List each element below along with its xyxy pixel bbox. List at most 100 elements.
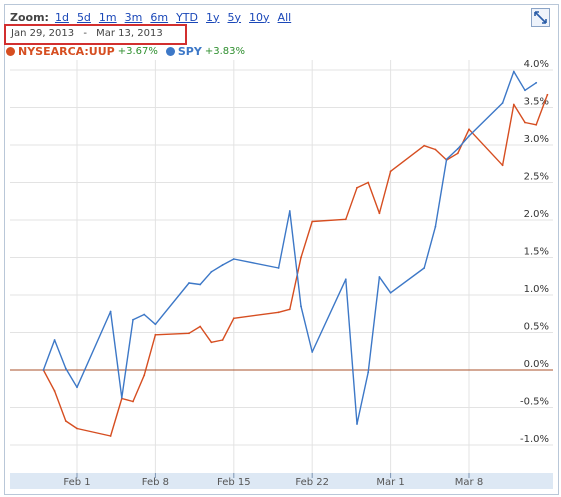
chart-frame xyxy=(4,4,559,495)
series-point xyxy=(221,264,224,266)
series-point xyxy=(232,258,235,260)
y-tick-label: 0.5% xyxy=(524,322,549,333)
zoom-option-1y[interactable]: 1y xyxy=(206,10,220,24)
y-tick-label: 3.0% xyxy=(524,134,549,145)
x-tick-label: Feb 15 xyxy=(217,477,251,488)
series-point xyxy=(76,427,78,430)
y-tick-label: 1.0% xyxy=(524,284,549,295)
series-point xyxy=(120,396,123,399)
legend-series-change: +3.83% xyxy=(204,45,245,57)
series-point xyxy=(143,374,146,377)
series-point xyxy=(42,369,45,371)
x-tick-label: Mar 8 xyxy=(455,477,483,488)
series-point xyxy=(378,212,381,215)
x-tick-label: Feb 8 xyxy=(142,477,169,488)
series-point xyxy=(53,390,56,392)
x-tick-label: Feb 22 xyxy=(295,477,329,488)
date-range-end: Mar 13, 2013 xyxy=(96,28,163,39)
series-point xyxy=(524,89,526,92)
series-point xyxy=(456,152,459,155)
zoom-option-3m[interactable]: 3m xyxy=(124,10,143,24)
series-point xyxy=(288,210,291,212)
series-point xyxy=(132,400,134,403)
x-tick-label: Mar 1 xyxy=(376,477,404,488)
series-point xyxy=(378,276,381,278)
series-point xyxy=(64,367,67,370)
series-color-dot xyxy=(6,46,15,56)
series-point xyxy=(311,220,314,223)
series-point xyxy=(456,147,459,150)
zoom-option-1d[interactable]: 1d xyxy=(54,10,69,24)
y-tick-label: 0.0% xyxy=(524,359,549,370)
series-point xyxy=(76,386,78,389)
date-range-separator: - xyxy=(83,28,87,39)
zoom-option-all[interactable]: All xyxy=(277,10,292,24)
series-point xyxy=(501,102,504,104)
legend-series-change: +3.67% xyxy=(117,45,158,57)
series-point xyxy=(277,311,280,314)
series-point xyxy=(210,270,213,273)
chart-legend: NYSEARCA:UUP +3.67% SPY +3.83% xyxy=(6,44,253,58)
zoom-option-1m[interactable]: 1m xyxy=(98,10,117,24)
series-point xyxy=(423,144,426,147)
date-range-text: Jan 29, 2013 - Mar 13, 2013 xyxy=(11,28,163,39)
y-tick-label: 4.0% xyxy=(524,59,549,70)
series-point xyxy=(199,325,202,328)
series-point xyxy=(210,341,213,344)
series-point xyxy=(535,81,538,84)
y-tick-label: 1.5% xyxy=(524,247,549,258)
series-point xyxy=(367,371,370,374)
series-point xyxy=(389,170,392,173)
legend-series-name[interactable]: SPY xyxy=(177,44,202,58)
series-point xyxy=(434,148,437,151)
series-point xyxy=(423,267,426,269)
series-point xyxy=(277,267,280,269)
series-point xyxy=(221,339,224,341)
legend-series-name[interactable]: NYSEARCA:UUP xyxy=(18,44,115,58)
zoom-label: Zoom: xyxy=(10,10,49,24)
series-point xyxy=(524,121,526,124)
series-point xyxy=(154,323,157,326)
expand-chart-button[interactable] xyxy=(531,8,550,27)
expand-arrows-icon xyxy=(534,11,547,24)
date-range-box[interactable]: Jan 29, 2013 - Mar 13, 2013 xyxy=(4,24,187,45)
series-point xyxy=(109,435,112,437)
series-point xyxy=(468,128,470,131)
series-point xyxy=(232,317,235,320)
series-line-spy xyxy=(42,70,537,425)
series-point xyxy=(535,123,538,126)
zoom-option-5d[interactable]: 5d xyxy=(76,10,91,24)
series-point xyxy=(512,103,515,106)
series-point xyxy=(344,218,347,221)
zoom-toolbar: Zoom: 1d 5d 1m 3m 6m YTD 1y 5y 10y All xyxy=(10,9,299,25)
series-point xyxy=(64,420,67,422)
series-point xyxy=(389,291,392,294)
series-point xyxy=(356,423,358,425)
series-point xyxy=(300,305,302,308)
series-point xyxy=(344,278,347,281)
series-point xyxy=(109,310,112,313)
series-point xyxy=(501,164,504,167)
series-point xyxy=(468,135,470,137)
series-point xyxy=(512,70,515,73)
y-tick-label: 2.0% xyxy=(524,209,549,220)
x-tick-label: Feb 1 xyxy=(63,477,90,488)
series-line-nysearca-uup xyxy=(42,94,549,437)
zoom-option-5y[interactable]: 5y xyxy=(227,10,242,24)
x-axis-band xyxy=(10,473,553,489)
y-tick-label: -0.5% xyxy=(520,397,549,408)
series-color-dot xyxy=(165,46,175,56)
zoom-option-6m[interactable]: 6m xyxy=(150,10,169,24)
series-point xyxy=(132,318,134,321)
series-point xyxy=(143,313,146,316)
series-point xyxy=(445,158,448,161)
series-point xyxy=(356,186,358,189)
y-tick-label: 2.5% xyxy=(524,172,549,183)
series-point xyxy=(288,308,291,311)
zoom-option-ytd[interactable]: YTD xyxy=(176,10,198,24)
series-point xyxy=(53,339,56,341)
zoom-option-10y[interactable]: 10y xyxy=(249,10,270,24)
series-point xyxy=(300,256,302,259)
date-range-start: Jan 29, 2013 xyxy=(11,28,75,39)
